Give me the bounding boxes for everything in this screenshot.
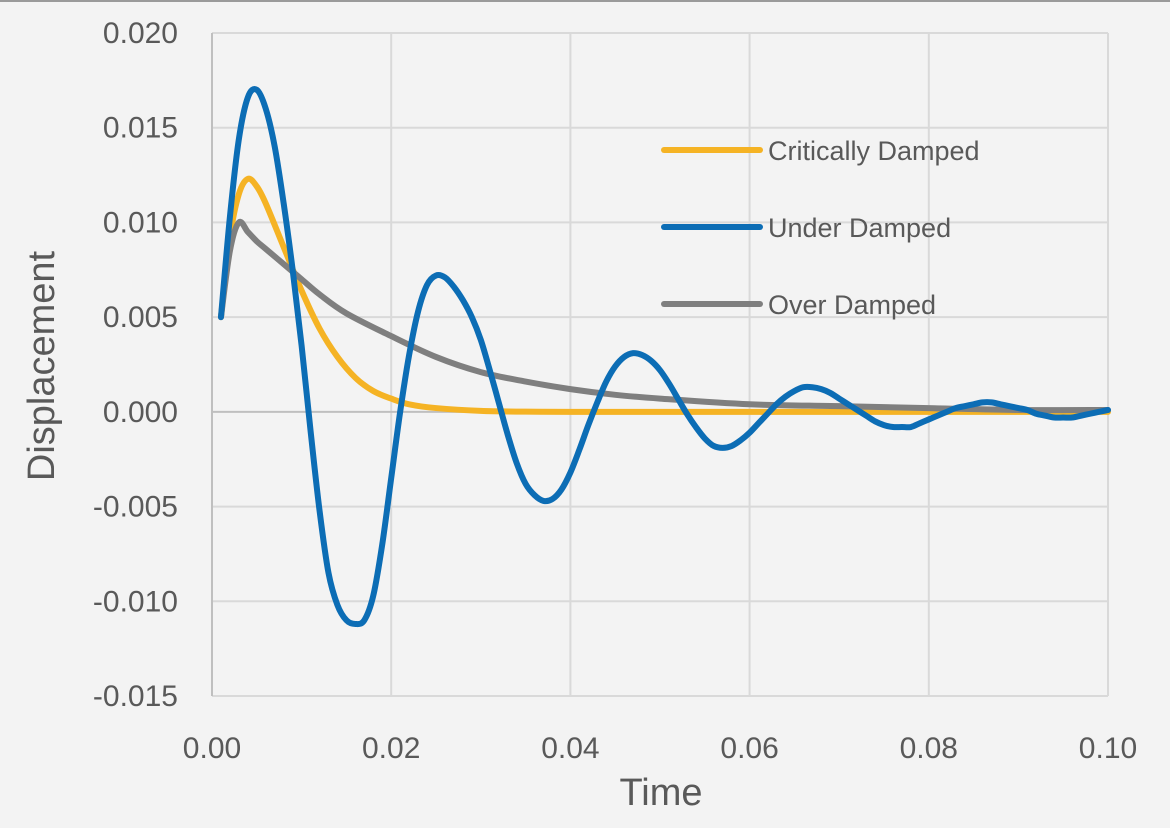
series-lines [217, 86, 1111, 628]
tick-labels: 0.00 0.02 0.04 0.06 0.08 0.10 0.020 0.015 0.010 0… [93, 17, 1137, 765]
series-line-critically-damped [217, 175, 1111, 415]
x-tick-label: 0.06 [720, 732, 778, 765]
x-tick-label: 0.00 [183, 732, 241, 765]
y-tick-label: -0.015 [93, 680, 178, 713]
y-tick-label: 0.020 [103, 17, 178, 50]
legend: Critically Damped Under Damped Over Damped [661, 136, 980, 320]
x-tick-label: 0.04 [541, 732, 599, 765]
x-axis-title: Time [619, 772, 702, 814]
y-axis-title: Displacement [21, 250, 63, 481]
x-tick-label: 0.10 [1079, 732, 1137, 765]
series-line-over-damped [217, 218, 1111, 414]
y-tick-label: 0.010 [103, 206, 178, 239]
y-tick-label: -0.010 [93, 585, 178, 618]
legend-item-over-damped: Over Damped [661, 290, 936, 320]
legend-label: Over Damped [768, 290, 936, 320]
y-tick-label: 0.005 [103, 301, 178, 334]
legend-item-critically-damped: Critically Damped [661, 136, 980, 166]
y-tick-label: 0.000 [103, 396, 178, 429]
series-line-under-damped [217, 86, 1111, 628]
legend-label: Critically Damped [768, 136, 980, 166]
legend-item-under-damped: Under Damped [661, 213, 951, 243]
legend-label: Under Damped [768, 213, 951, 243]
gridlines [211, 32, 1109, 697]
y-tick-label: 0.015 [103, 112, 178, 145]
y-tick-label: -0.005 [93, 491, 178, 524]
x-tick-label: 0.08 [900, 732, 958, 765]
top-border [0, 0, 1170, 2]
x-tick-label: 0.02 [362, 732, 420, 765]
